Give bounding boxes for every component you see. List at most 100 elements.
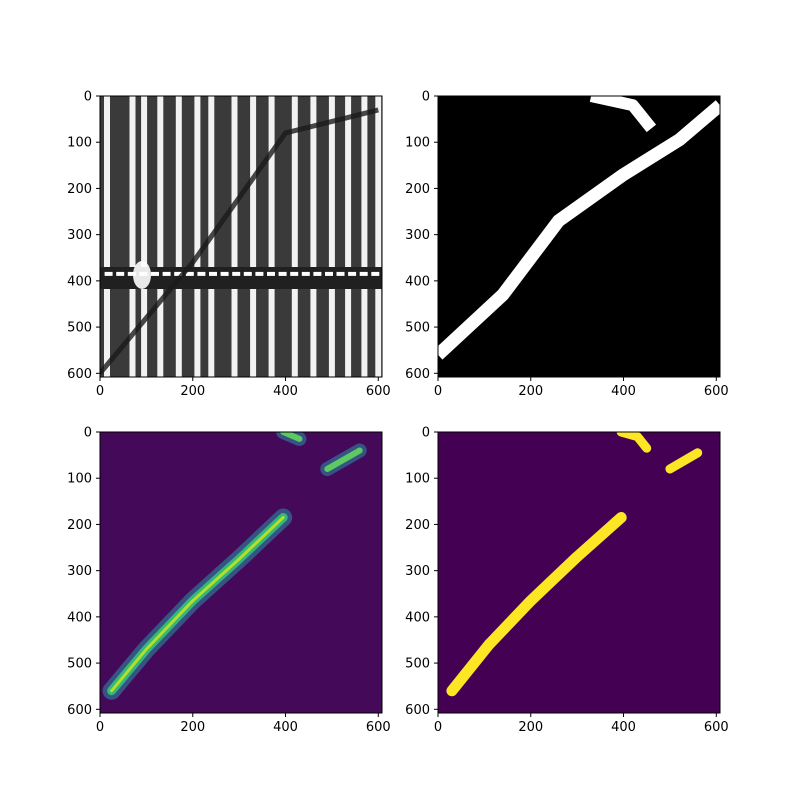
y-tick-label: 100 — [67, 472, 92, 487]
stripe — [361, 96, 368, 377]
x-tick-label: 0 — [96, 384, 104, 399]
prob-background — [100, 432, 382, 713]
band-dot — [174, 271, 183, 276]
y-tick-label: 0 — [422, 90, 430, 105]
mask-fragment — [589, 96, 657, 133]
band-dot — [325, 271, 333, 276]
panel-ground-truth-mask — [438, 96, 720, 377]
panel-original-image — [100, 96, 382, 377]
y-tick-label: 400 — [67, 274, 92, 289]
band-dot — [220, 271, 229, 276]
axes-frame — [99, 95, 383, 378]
stripe — [291, 96, 298, 377]
stripe — [129, 96, 136, 377]
pred-fragment — [616, 432, 652, 453]
y-tick-label: 600 — [405, 367, 430, 382]
stripe — [194, 96, 201, 377]
y-tick-label: 400 — [405, 610, 430, 625]
pred-background — [438, 432, 720, 713]
band-dot — [151, 271, 159, 276]
y-tick-label: 500 — [67, 321, 92, 336]
y-tick-label: 400 — [405, 274, 430, 289]
x-tick-label: 400 — [611, 384, 636, 399]
y-tick-label: 500 — [405, 321, 430, 336]
x-tick-label: 400 — [273, 384, 298, 399]
y-tick-label: 0 — [422, 426, 430, 441]
axes-top-right: 0 200 400 600 0 100 200 300 400 500 600 — [405, 90, 729, 400]
y-tick-label: 100 — [405, 136, 430, 151]
prob-fragment — [280, 432, 303, 442]
stripe — [104, 96, 110, 377]
x-tick-label: 600 — [704, 384, 729, 399]
x-tick-label: 600 — [704, 720, 729, 735]
y-tick-label: 200 — [405, 182, 430, 197]
pred-crack — [446, 512, 627, 697]
mask-crack — [438, 100, 720, 360]
y-tick-label: 300 — [405, 564, 430, 579]
x-tick-label: 0 — [434, 720, 442, 735]
stripe — [328, 96, 335, 377]
band-dot — [290, 271, 299, 276]
x-tick-label: 0 — [96, 720, 104, 735]
y-tick-label: 600 — [67, 367, 92, 382]
x-tick-label: 400 — [273, 720, 298, 735]
band-dot — [359, 271, 368, 276]
stripe — [250, 96, 257, 377]
axes-frame — [437, 95, 721, 378]
axes-layer: 0 200 400 600 0 100 200 300 400 500 600 0 200 400 600 0… — [67, 90, 729, 736]
axes-frame — [99, 431, 383, 714]
y-tick-label: 400 — [67, 610, 92, 625]
panel-probability-map — [100, 432, 382, 713]
stripe — [345, 96, 352, 377]
y-tick-label: 500 — [67, 657, 92, 672]
y-tick-label: 300 — [67, 228, 92, 243]
band-dot — [162, 271, 171, 276]
x-tick-label: 200 — [518, 384, 543, 399]
stripe — [231, 96, 238, 377]
band-dot — [127, 271, 136, 276]
axes-bottom-left: 0 200 400 600 0 100 200 300 400 500 600 — [67, 426, 391, 736]
x-tick-label: 200 — [180, 720, 205, 735]
axes-bottom-right: 0 200 400 600 0 100 200 300 400 500 600 — [405, 426, 729, 736]
stripe — [175, 96, 182, 377]
band-dot — [255, 271, 264, 276]
x-tick-label: 0 — [434, 384, 442, 399]
band-dot — [267, 271, 275, 276]
x-tick-label: 200 — [518, 720, 543, 735]
stripe — [375, 96, 382, 377]
stripe — [141, 96, 148, 377]
y-tick-label: 200 — [67, 182, 92, 197]
pred-fragments — [616, 432, 703, 474]
band-dot — [104, 271, 113, 276]
band-dot — [232, 271, 241, 276]
prob-core — [110, 516, 285, 693]
band-dot — [116, 271, 125, 276]
bright-spot — [133, 261, 151, 289]
stripe — [157, 96, 164, 377]
y-tick-label: 0 — [84, 90, 92, 105]
x-tick-label: 400 — [611, 720, 636, 735]
band-dot — [348, 271, 357, 276]
y-tick-label: 200 — [405, 518, 430, 533]
y-tick-label: 300 — [67, 564, 92, 579]
band-dot — [301, 271, 310, 276]
band-dot — [336, 271, 345, 276]
band-dot — [209, 271, 217, 276]
y-tick-label: 500 — [405, 657, 430, 672]
prob-fragment — [324, 447, 363, 472]
stripe — [310, 96, 317, 377]
stripe — [268, 96, 275, 377]
prob-fragments — [276, 432, 367, 476]
x-tick-label: 200 — [180, 384, 205, 399]
x-tick-label: 600 — [366, 720, 391, 735]
x-tick-label: 600 — [366, 384, 391, 399]
axes-top-left: 0 200 400 600 0 100 200 300 400 500 600 — [67, 90, 391, 400]
band-dot — [313, 271, 322, 276]
band-dot — [278, 271, 287, 276]
band-dot — [185, 271, 194, 276]
y-tick-label: 200 — [67, 518, 92, 533]
y-tick-label: 600 — [405, 703, 430, 718]
panel-predicted-mask — [438, 432, 720, 713]
band-dot — [197, 271, 206, 276]
